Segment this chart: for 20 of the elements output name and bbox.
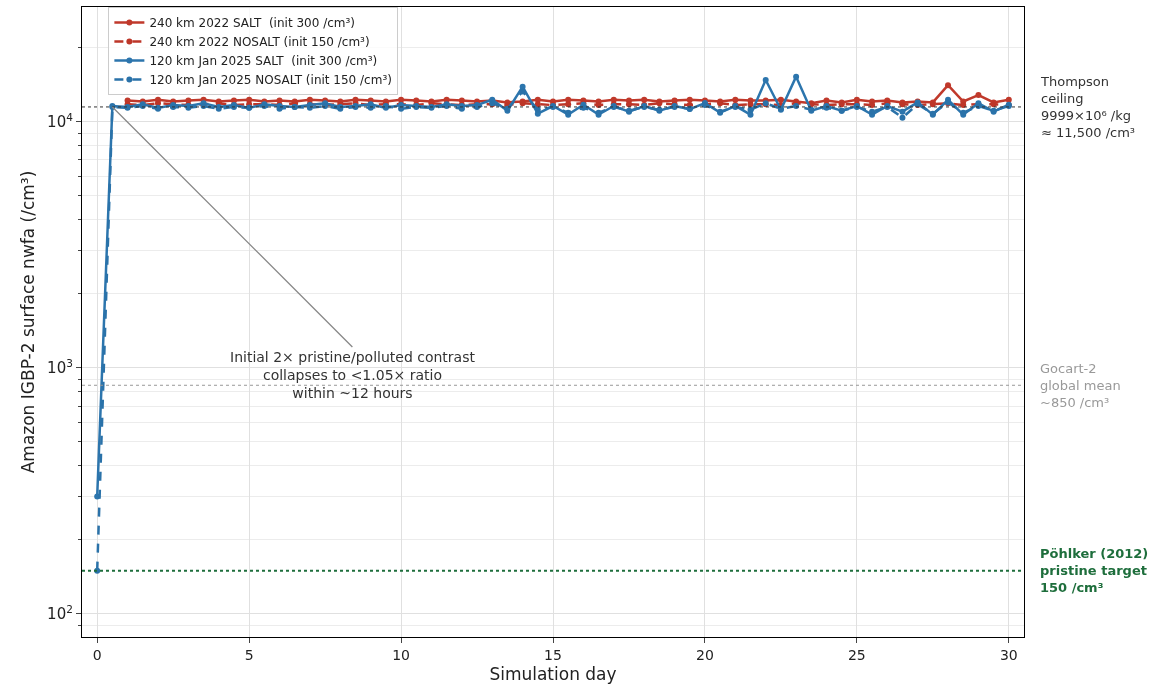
x-tick-label: 10 [392, 646, 410, 663]
x-tick-label: 30 [999, 646, 1018, 663]
x-tick-label: 15 [544, 646, 562, 663]
x-tick-label: 5 [244, 646, 254, 663]
ref-line-label: Gocart-2 global mean ~850 /cm³ [1040, 361, 1121, 410]
ref-line-label: Thompson ceiling 9999×10⁶ /kg ≈ 11,500 /cm³ [1040, 74, 1136, 140]
y-tick-label: 10$^{4}$ [47, 110, 74, 132]
x-tick-label: 20 [696, 646, 714, 663]
legend-label: 240 km 2022 NOSALT (init 150 /cm³) [149, 35, 370, 50]
x-tick-label: 25 [847, 646, 866, 663]
legend-label: 240 km 2022 SALT (init 300 /cm³) [149, 16, 355, 31]
ref-line-label: Pöhlker (2012) pristine target 150 /cm³ [1040, 546, 1149, 595]
legend-label: 120 km Jan 2025 NOSALT (init 150 /cm³) [149, 73, 392, 88]
annotation: Initial 2× pristine/polluted contrast collapses to <1.05× ratio within ~12 hours [230, 349, 476, 402]
y-axis-title: Amazon IGBP-2 surface nwfa (/cm³) [17, 170, 38, 474]
y-tick-label: 10$^{2}$ [47, 602, 73, 624]
y-tick-label: 10$^{3}$ [47, 356, 73, 378]
x-axis-title: Simulation day [489, 664, 617, 685]
legend-label: 120 km Jan 2025 SALT (init 300 /cm³) [149, 54, 378, 69]
x-tick-label: 0 [92, 646, 102, 663]
